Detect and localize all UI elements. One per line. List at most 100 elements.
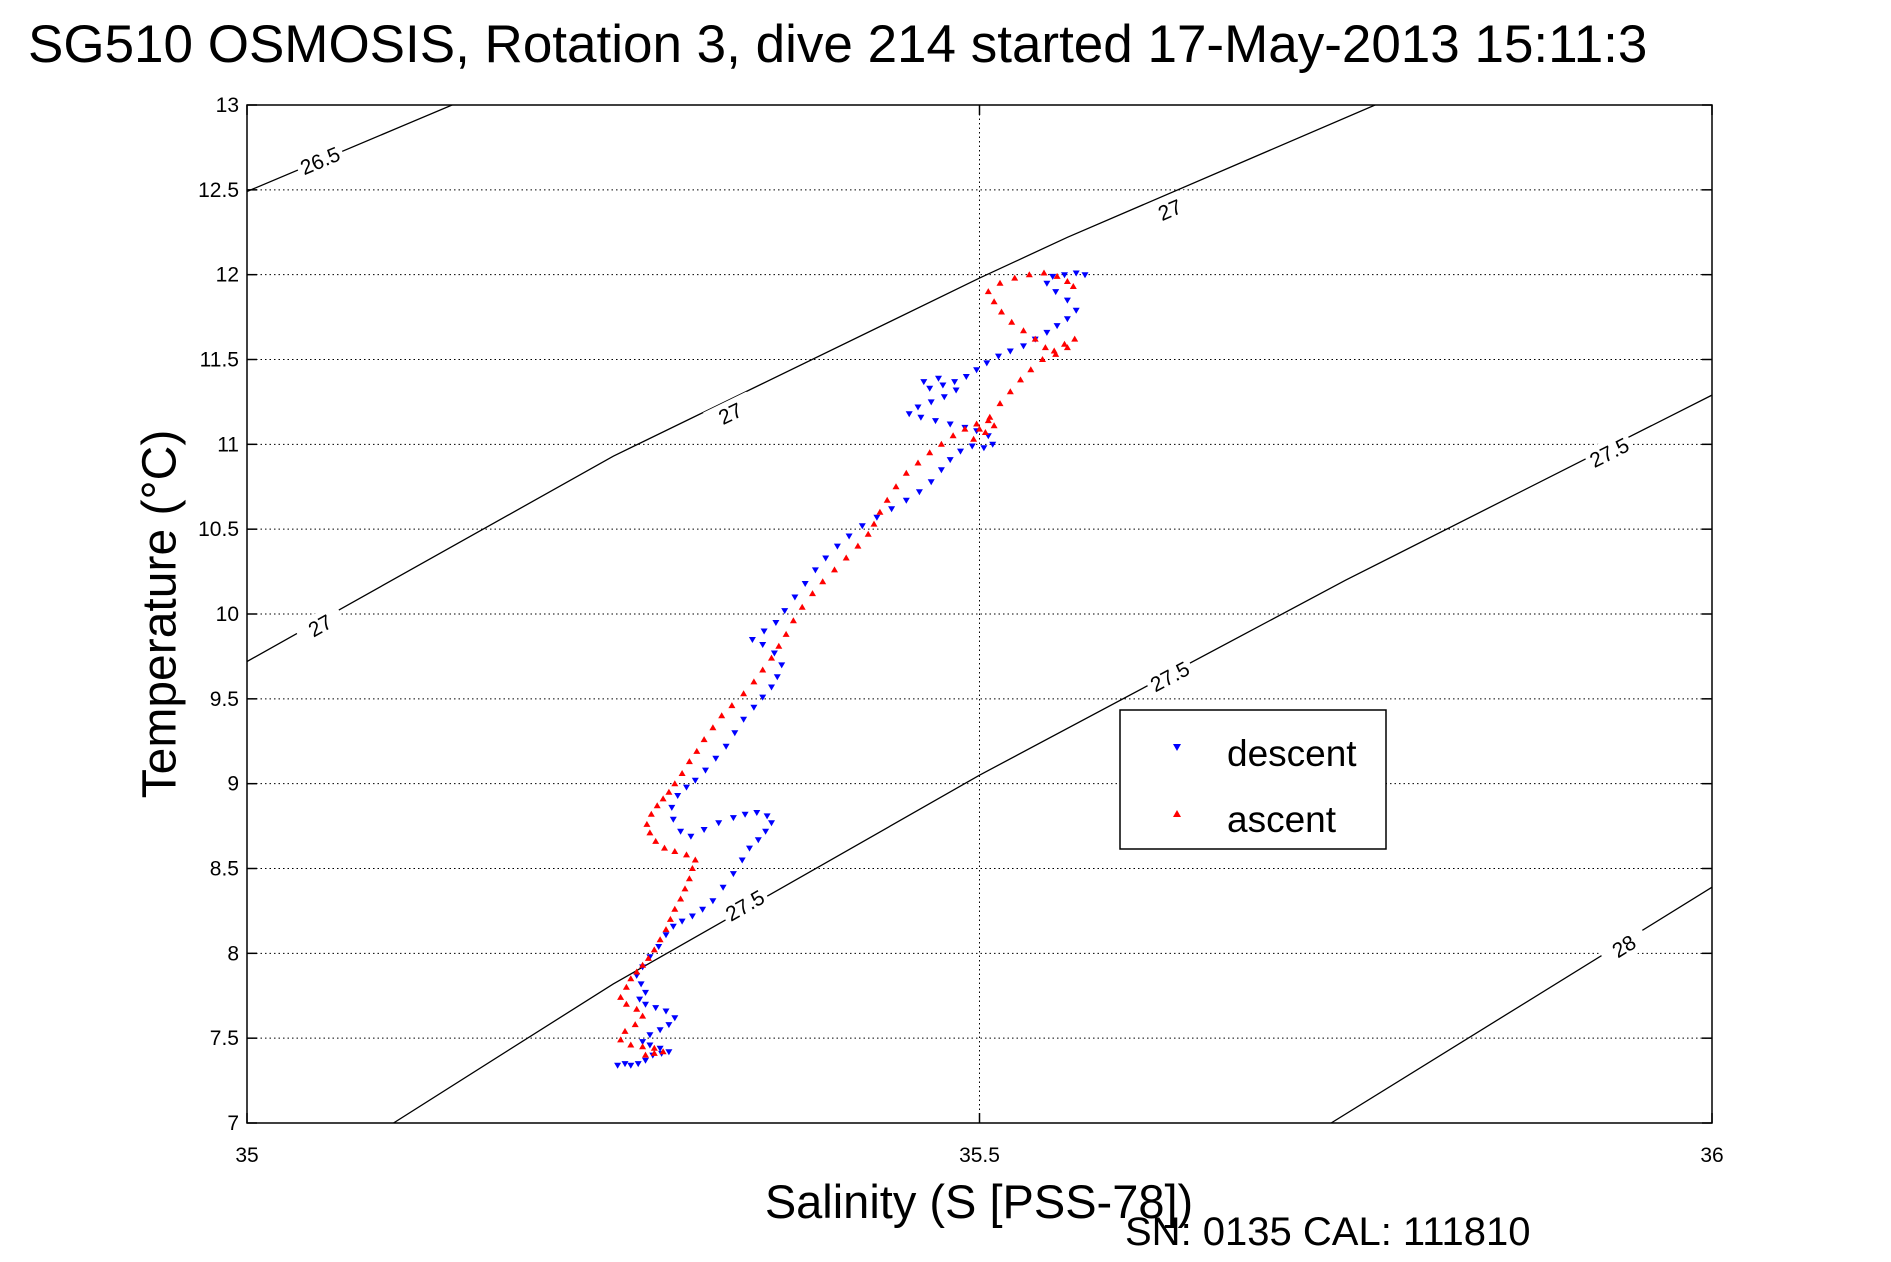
ascent-point xyxy=(842,554,850,561)
ascent-point xyxy=(892,483,900,490)
ascent-point xyxy=(659,1048,667,1055)
legend-box xyxy=(1119,709,1387,850)
descent-point xyxy=(642,1057,649,1064)
legend: descent ascent xyxy=(1119,709,1387,850)
descent-point xyxy=(699,906,707,913)
descent-point xyxy=(683,784,690,791)
descent-point xyxy=(781,608,789,615)
ascent-point xyxy=(700,736,708,743)
ascent-point xyxy=(639,961,647,968)
ascent-point xyxy=(864,530,872,537)
descent-point xyxy=(712,755,720,762)
descent-point xyxy=(1049,273,1057,280)
ascent-point xyxy=(621,1027,629,1034)
ascent-point xyxy=(685,758,693,765)
descent-point xyxy=(759,694,767,701)
descent-point xyxy=(1081,272,1089,279)
y-tick-label: 8.5 xyxy=(210,858,239,881)
ascent-point xyxy=(870,520,878,527)
descent-point xyxy=(773,674,781,681)
descent-point xyxy=(646,1032,654,1039)
descent-point xyxy=(702,767,709,774)
ascent-point xyxy=(633,968,641,975)
ascent-point xyxy=(647,810,655,817)
descent-point xyxy=(729,815,737,822)
descent-point xyxy=(662,1008,670,1015)
descent-point xyxy=(754,837,762,844)
ascent-point xyxy=(709,724,717,731)
ascent-point xyxy=(650,946,658,953)
descent-point xyxy=(656,1045,664,1052)
descent-point xyxy=(822,555,830,562)
ascent-point xyxy=(902,469,910,476)
ascent-point xyxy=(984,417,992,424)
ascent-point xyxy=(819,578,827,585)
descent-point xyxy=(845,533,853,540)
descent-point xyxy=(669,923,677,930)
ascent-point xyxy=(1041,344,1049,351)
ascent-point xyxy=(1027,366,1035,373)
y-tick-label: 9 xyxy=(227,773,239,796)
contour-label-bg xyxy=(293,139,348,183)
ascent-point xyxy=(685,875,693,882)
density-contour-27.5 xyxy=(393,394,1712,1123)
ascent-point xyxy=(883,496,891,503)
y-tick-label: 10.5 xyxy=(198,518,239,541)
descent-point xyxy=(917,414,925,421)
ascent-point xyxy=(926,449,934,456)
ascent-point xyxy=(683,851,690,858)
legend-ascent-marker xyxy=(1173,810,1181,817)
ascent-point xyxy=(740,690,748,697)
ascent-point xyxy=(666,915,674,922)
ascent-point xyxy=(617,993,625,1000)
descent-point xyxy=(935,375,942,382)
ascent-point xyxy=(976,425,983,432)
ascent-point xyxy=(1039,356,1046,362)
y-tick-label: 8 xyxy=(227,942,239,965)
descent-point xyxy=(801,581,809,587)
descent-point xyxy=(621,1061,629,1068)
ascent-point xyxy=(662,926,670,933)
descent-point xyxy=(762,828,770,835)
descent-point xyxy=(932,418,939,425)
ascent-point xyxy=(665,788,673,795)
ascent-point xyxy=(798,603,806,610)
descent-point xyxy=(637,981,645,988)
ascent-point xyxy=(650,1044,658,1051)
descent-point xyxy=(1072,270,1080,277)
contour-label-group: 27.5 xyxy=(717,882,773,929)
descent-point xyxy=(687,833,695,840)
descent-point xyxy=(926,385,934,392)
ascent-point xyxy=(809,590,816,597)
ascent-point xyxy=(622,983,630,990)
descent-point xyxy=(1061,272,1068,279)
descent-point xyxy=(940,394,948,401)
ascent-point xyxy=(990,422,998,429)
ascent-point xyxy=(986,413,994,420)
ascent-point xyxy=(1008,318,1016,325)
descent-point xyxy=(983,360,991,367)
contour-label-bg xyxy=(1582,430,1637,476)
descent-point xyxy=(980,445,988,452)
descent-point xyxy=(655,944,663,950)
descent-point xyxy=(750,704,758,711)
ascent-point xyxy=(831,566,838,573)
descent-point xyxy=(946,421,954,428)
descent-point xyxy=(722,743,730,750)
descent-point xyxy=(642,1001,649,1008)
ascent-point xyxy=(1020,327,1027,334)
ascent-point xyxy=(652,837,660,844)
descent-point xyxy=(962,374,970,380)
ascent-point xyxy=(661,844,668,851)
descent-point xyxy=(1063,316,1071,323)
ascent-point xyxy=(646,829,654,836)
descent-point xyxy=(731,730,739,737)
grid-lines xyxy=(247,105,1712,1123)
ascent-point xyxy=(1025,271,1033,278)
descent-point xyxy=(668,804,676,811)
ascent-point xyxy=(789,617,797,624)
ascent-point xyxy=(775,642,783,649)
descent-point xyxy=(715,820,723,827)
descent-point xyxy=(759,642,767,648)
ascent-point xyxy=(693,747,701,754)
